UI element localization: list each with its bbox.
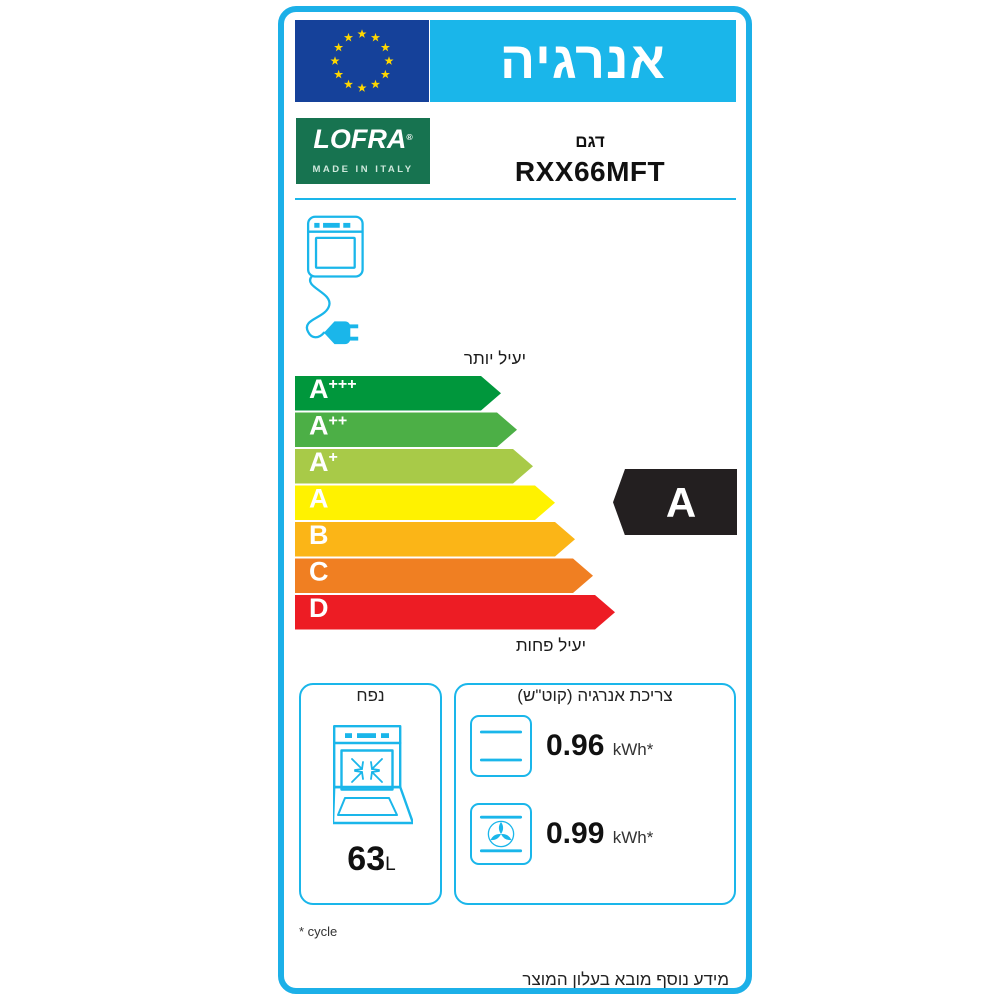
svg-text:A: A: [309, 484, 329, 514]
svg-text:B: B: [309, 520, 329, 550]
svg-text:C: C: [309, 557, 329, 587]
svg-text:D: D: [309, 593, 329, 623]
svg-text:A: A: [666, 479, 696, 526]
